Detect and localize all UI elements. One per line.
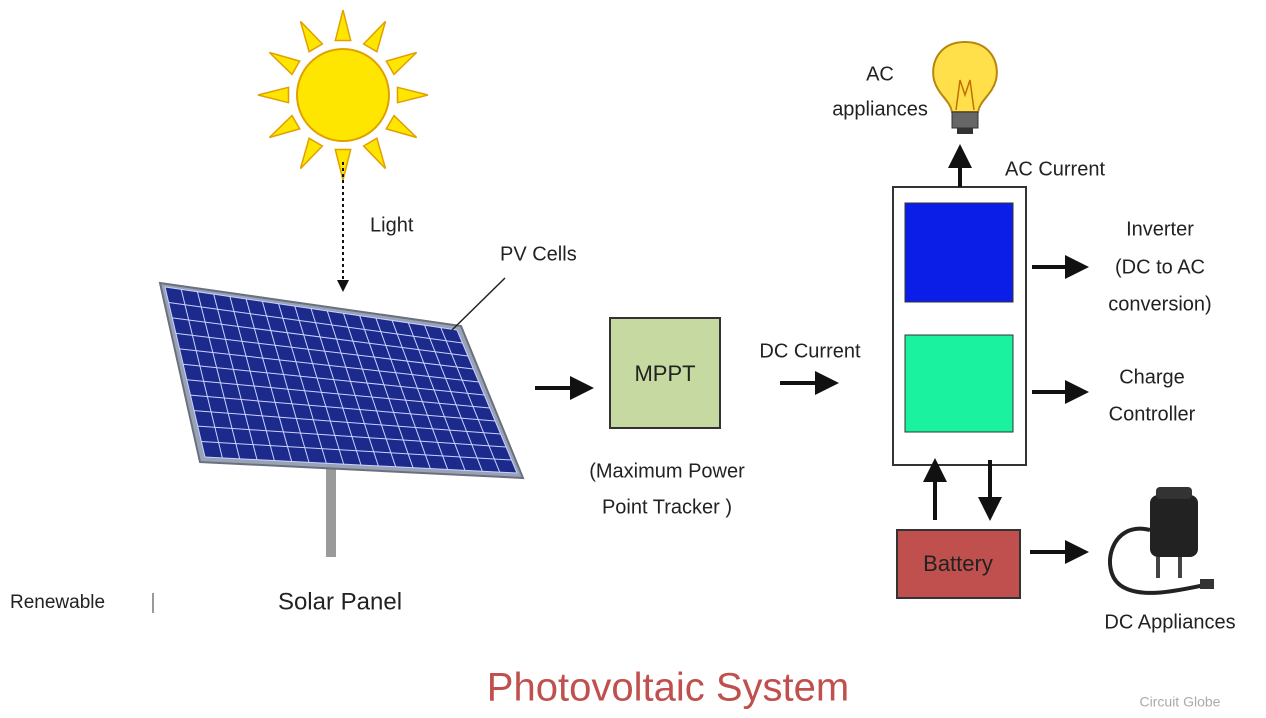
cell-line (201, 441, 512, 461)
cut-mark (152, 593, 154, 613)
cell-line (456, 329, 518, 474)
cell-line (197, 425, 507, 448)
sun-ray (385, 114, 418, 139)
pv-label: PV Cells (500, 243, 577, 265)
ac-app-label: appliances (832, 98, 928, 120)
cell-line (229, 296, 275, 461)
sun-ray (362, 20, 387, 53)
cell-line (164, 286, 206, 458)
light-label: Light (370, 214, 414, 236)
sun-ray (299, 20, 324, 53)
sun (257, 9, 429, 181)
cell-line (261, 301, 310, 463)
sun-ray (268, 51, 301, 76)
sun-ray (385, 51, 418, 76)
inverter-label: (DC to AC (1115, 256, 1205, 278)
inverter-label: conversion) (1108, 293, 1211, 315)
cell-line (183, 363, 485, 396)
cell-line (294, 305, 345, 465)
cell-line (326, 310, 379, 467)
watermark: Circuit Globe (1140, 694, 1221, 710)
cell-line (196, 291, 241, 459)
cell-line (278, 303, 327, 464)
sun-ray (257, 86, 290, 104)
cell-line (359, 315, 414, 468)
sun-ray (299, 137, 324, 170)
battery-label: Battery (923, 551, 993, 576)
cell-line (204, 456, 518, 474)
cell-line (424, 325, 483, 472)
cell-line (375, 317, 431, 469)
solar-panel (158, 281, 525, 480)
sun-disc (296, 48, 390, 142)
cell-line (180, 289, 223, 459)
cell-line (175, 332, 474, 370)
cell-line (407, 322, 466, 471)
sun-ray (268, 114, 301, 139)
pole (326, 465, 336, 557)
cell-line (440, 327, 501, 473)
mppt-box (609, 317, 721, 429)
cell-line (179, 348, 479, 383)
cell-line (213, 294, 258, 460)
sun-ray (362, 137, 387, 170)
cell-line (342, 313, 397, 467)
charger (1108, 487, 1214, 595)
mppt-full: (Maximum Power (589, 460, 745, 482)
side-text: Renewable (10, 592, 105, 613)
panel-label: Solar Panel (278, 588, 402, 615)
ac-app-label: AC (866, 63, 894, 85)
charge-block (904, 334, 1014, 433)
title: Photovoltaic System (487, 666, 849, 710)
cell-line (310, 308, 362, 466)
cell-line (194, 410, 501, 435)
cell-line (245, 298, 293, 462)
dc-app-label: DC Appliances (1104, 611, 1235, 633)
pointer (451, 277, 506, 331)
cell-line (190, 394, 496, 422)
cell-line (172, 317, 468, 357)
cell-line (164, 286, 458, 331)
charge-label: Controller (1109, 403, 1196, 425)
inverter-block (904, 202, 1014, 303)
mppt-full: Point Tracker ) (602, 496, 732, 518)
bulb (932, 40, 998, 134)
mppt-label: MPPT (634, 361, 695, 386)
cell-line (186, 379, 490, 409)
sun-ray (334, 9, 352, 42)
inverter-label: Inverter (1126, 218, 1194, 240)
sun-ray (396, 86, 429, 104)
dc-current-label: DC Current (759, 340, 861, 362)
cell-line (168, 301, 463, 344)
ac-current-label: AC Current (1005, 158, 1105, 180)
cell-line (391, 320, 449, 470)
charge-label: Charge (1119, 366, 1185, 388)
battery-box (896, 529, 1021, 599)
